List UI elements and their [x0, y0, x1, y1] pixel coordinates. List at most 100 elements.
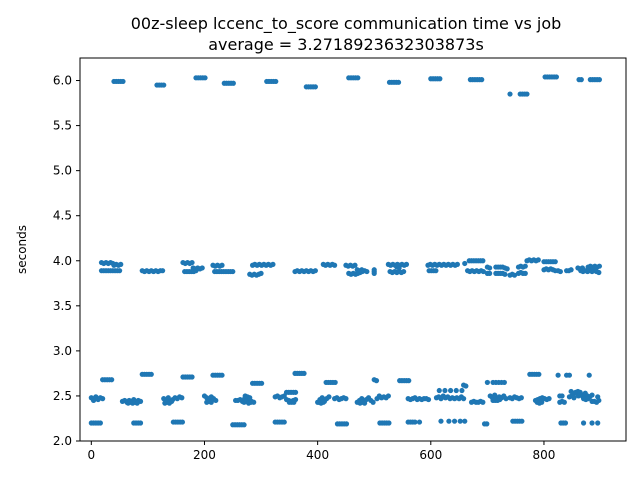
data-point: [373, 378, 380, 384]
data-point: [535, 257, 541, 263]
data-point: [502, 271, 508, 277]
data-point: [395, 79, 402, 85]
data-point: [169, 398, 175, 404]
data-point: [332, 379, 338, 386]
data-point: [457, 418, 463, 424]
data-point: [117, 268, 123, 274]
data-point: [436, 387, 442, 394]
data-point: [343, 421, 350, 427]
data-point: [557, 268, 563, 275]
data-point: [589, 392, 595, 398]
y-axis-ticks: 2.0 2.5 3.0 3.5 4.0 4.5 5.0 5.5 6.0: [53, 74, 80, 448]
data-point: [596, 269, 602, 276]
data-point: [524, 91, 530, 97]
data-point: [462, 260, 468, 267]
data-point: [454, 261, 460, 267]
x-axis-ticks: 0 200 400 600 800: [87, 441, 555, 462]
data-point: [406, 378, 412, 384]
data-point: [189, 374, 195, 380]
data-point: [595, 420, 601, 426]
data-point: [371, 270, 377, 276]
y-tick-label: 3.5: [53, 299, 72, 313]
data-point: [161, 82, 167, 88]
data-point: [503, 396, 509, 402]
data-point: [511, 272, 518, 278]
data-point: [461, 396, 467, 402]
data-point: [370, 399, 376, 405]
data-point: [580, 420, 587, 426]
data-point: [332, 262, 338, 268]
axes-frame: [79, 57, 627, 442]
x-tick-label: 800: [533, 448, 556, 462]
data-point: [416, 419, 423, 425]
data-point: [501, 379, 507, 386]
data-point: [371, 267, 377, 273]
data-point: [519, 418, 525, 424]
data-point: [463, 383, 469, 389]
data-point: [578, 77, 584, 83]
data-point: [507, 91, 513, 97]
data-point: [577, 389, 583, 395]
data-point: [320, 399, 326, 405]
data-point: [160, 268, 166, 274]
data-point: [189, 259, 195, 266]
data-point: [386, 420, 392, 426]
data-point: [553, 74, 560, 80]
data-point: [259, 380, 265, 386]
data-point: [273, 78, 279, 85]
data-point: [425, 396, 432, 403]
data-point: [403, 261, 410, 267]
data-point: [120, 78, 126, 85]
x-tick-label: 0: [87, 448, 95, 462]
y-axis-label: seconds: [15, 225, 29, 274]
data-point: [292, 389, 299, 395]
data-point: [595, 394, 601, 400]
data-point: [484, 421, 490, 427]
data-point: [487, 265, 493, 271]
data-point: [248, 399, 254, 405]
data-point: [281, 419, 287, 425]
data-point: [258, 270, 264, 276]
data-point: [230, 80, 236, 86]
chart-subtitle: average = 3.2718923632303873s: [208, 35, 484, 54]
data-point: [559, 393, 565, 399]
data-point: [312, 268, 318, 274]
data-point: [301, 370, 307, 377]
y-tick-label: 2.5: [53, 389, 72, 403]
x-tick-label: 200: [193, 448, 216, 462]
data-point: [552, 259, 558, 265]
data-point: [446, 418, 452, 424]
data-point: [442, 387, 448, 394]
y-tick-label: 4.5: [53, 209, 72, 223]
data-point: [555, 372, 561, 378]
data-point: [109, 377, 115, 383]
data-point: [100, 396, 106, 402]
y-tick-label: 5.0: [53, 164, 72, 178]
data-point: [596, 77, 603, 83]
data-point: [362, 400, 368, 406]
data-point: [438, 418, 444, 424]
data-point: [571, 395, 577, 401]
data-point: [566, 372, 573, 378]
data-points: [88, 74, 603, 428]
data-point: [230, 268, 236, 275]
data-point: [522, 263, 528, 269]
data-point: [359, 267, 365, 273]
data-point: [137, 420, 144, 426]
data-point: [536, 371, 542, 377]
data-point: [453, 387, 459, 394]
data-point: [586, 372, 592, 378]
data-point: [199, 265, 205, 271]
data-point: [596, 263, 603, 269]
data-point: [518, 395, 524, 401]
data-point: [247, 395, 253, 401]
data-point: [270, 261, 276, 267]
data-point: [291, 399, 297, 405]
y-tick-label: 4.0: [53, 254, 72, 268]
y-tick-label: 2.0: [53, 434, 72, 448]
data-point: [179, 419, 186, 425]
data-point: [401, 268, 407, 275]
data-point: [396, 265, 402, 271]
data-point: [326, 394, 332, 400]
